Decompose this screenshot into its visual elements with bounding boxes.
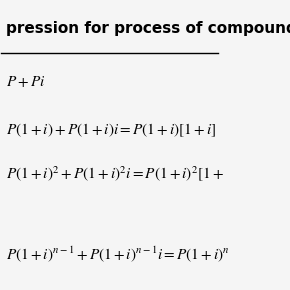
Text: $P(1+i) + P(1+i)i = P(1+i)[1+i]$: $P(1+i) + P(1+i)i = P(1+i)[1+i]$ (6, 122, 216, 139)
Text: $P + Pi$: $P + Pi$ (6, 74, 45, 89)
Text: $P(1+i)^2 + P(1+i)^2 i = P(1+i)^2[1+$: $P(1+i)^2 + P(1+i)^2 i = P(1+i)^2[1+$ (6, 164, 224, 183)
Text: pression for process of compound: pression for process of compound (6, 21, 290, 37)
Text: $P(1+i)^{n-1} + P(1+i)^{n-1}i = P(1+i)^n$: $P(1+i)^{n-1} + P(1+i)^{n-1}i = P(1+i)^n… (6, 244, 230, 264)
